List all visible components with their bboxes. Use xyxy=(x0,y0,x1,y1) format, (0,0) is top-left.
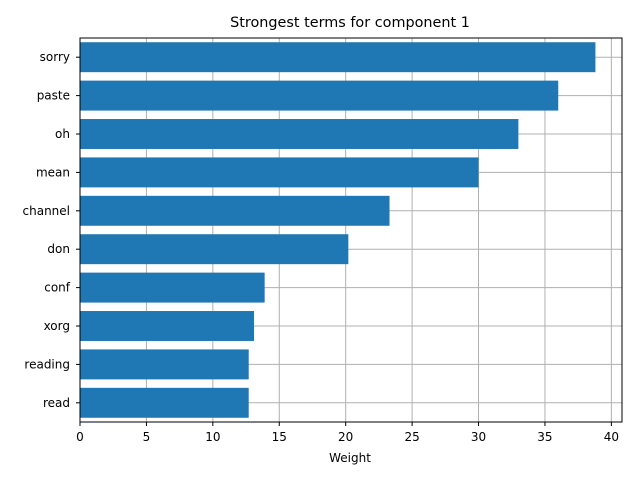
x-tick-label: 25 xyxy=(404,430,419,444)
y-tick-label: channel xyxy=(23,204,70,218)
bar-read xyxy=(80,387,249,418)
x-axis-ticks: 0 5 10 15 20 25 30 35 40 xyxy=(76,422,619,444)
y-tick-label: don xyxy=(47,242,70,256)
x-tick-label: 5 xyxy=(143,430,151,444)
bar-paste xyxy=(80,80,559,111)
y-tick-label: sorry xyxy=(40,50,70,64)
bar-don xyxy=(80,234,349,265)
x-tick-label: 15 xyxy=(272,430,287,444)
x-tick-label: 20 xyxy=(338,430,353,444)
bar-reading xyxy=(80,349,249,380)
y-tick-label: reading xyxy=(24,357,70,371)
bar-mean xyxy=(80,157,479,188)
bar-oh xyxy=(80,119,519,149)
bars xyxy=(80,42,596,418)
y-tick-label: oh xyxy=(55,127,70,141)
bar-channel xyxy=(80,195,390,226)
y-tick-label: mean xyxy=(36,165,70,179)
y-tick-label: xorg xyxy=(44,319,70,333)
y-tick-label: conf xyxy=(44,281,71,295)
chart-title: Strongest terms for component 1 xyxy=(230,15,470,31)
x-tick-label: 0 xyxy=(76,430,84,444)
bar-sorry xyxy=(80,42,596,73)
y-tick-label: paste xyxy=(37,89,70,103)
bar-xorg xyxy=(80,311,255,341)
x-axis-label: Weight xyxy=(329,451,371,465)
plot-frame xyxy=(79,37,623,423)
x-tick-label: 10 xyxy=(205,430,220,444)
x-tick-label: 40 xyxy=(604,430,619,444)
x-tick-label: 35 xyxy=(537,430,552,444)
bar-conf xyxy=(80,272,265,303)
y-axis-ticks: sorry paste oh mean channel don conf xorg readin… xyxy=(23,50,80,410)
x-tick-label: 30 xyxy=(471,430,486,444)
y-tick-label: read xyxy=(43,396,70,410)
